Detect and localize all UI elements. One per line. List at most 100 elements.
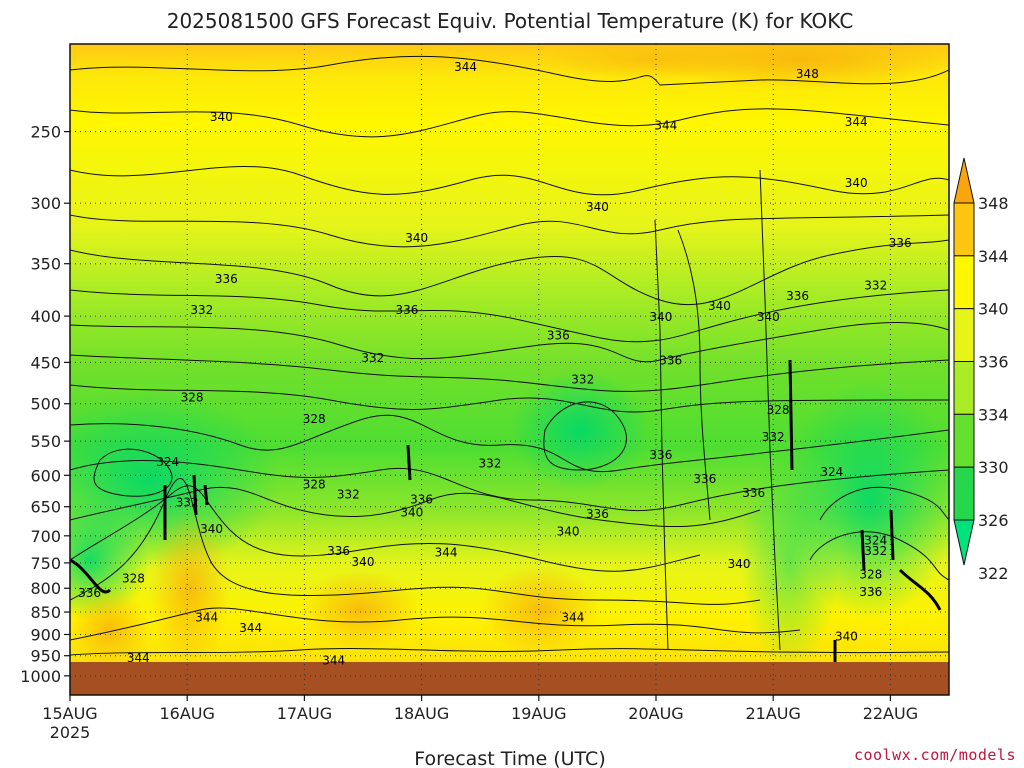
contour-line [70,108,949,138]
contour-line [70,239,949,306]
colorbar-swatch [953,308,975,362]
contour-line [809,531,949,581]
colorbar-bottom-arrow [953,519,975,566]
contour-label: 340 [210,110,233,124]
contour-label: 328 [303,477,326,491]
contour-label: 332 [337,487,360,501]
contour-line [819,486,949,521]
colorbar-label: 344 [978,247,1009,266]
contour-cluster [788,359,794,471]
contour-label: 336 [547,328,570,342]
contour-label: 344 [239,621,262,635]
y-tick-label: 250 [30,123,61,142]
contour-label: 324 [820,465,843,479]
contour-label: 340 [200,522,223,536]
high-thetae-region [540,44,760,80]
contour-label: 328 [181,390,204,404]
colorbar-swatch [953,413,975,468]
contour-label: 340 [728,557,751,571]
contour-label: 336 [649,448,672,462]
contour-line [70,607,801,641]
colorbar-label: 334 [978,405,1009,424]
contour-label: 340 [586,200,609,214]
colorbar-label: 330 [978,458,1009,477]
dense-contour-clusters [70,359,942,662]
below-ground-band [70,662,949,695]
contour-label: 344 [127,651,150,665]
contour-line [70,214,949,248]
contour-label: 336 [659,354,682,368]
contour-label: 332 [762,430,785,444]
low-thetae-region [740,450,840,670]
contour-label: 340 [557,524,580,538]
contour-label: 336 [410,492,433,506]
contour-cluster [898,568,942,611]
contour-label: 344 [435,545,458,559]
contour-cluster [889,509,895,561]
contour-label: 332 [571,372,594,386]
colorbar-label: 336 [978,353,1009,372]
contour-line [70,354,949,392]
x-tick-label: 18AUG [394,704,449,723]
y-tick-label: 600 [30,466,61,485]
contour-label: 344 [845,115,868,129]
contour-line [70,460,949,512]
y-tick-label: 750 [30,554,61,573]
colorbar-swatch [953,361,975,415]
contour-label: 336 [693,472,716,486]
contour-label: 332 [864,279,887,293]
low-thetae-region [510,370,650,490]
y-tick-label: 1000 [20,667,61,686]
contour-label: 328 [767,403,790,417]
contour-line [543,401,627,471]
contour-line [70,485,701,572]
colorbar-swatch [953,202,975,257]
y-tick-label: 800 [30,579,61,598]
chart-title: 2025081500 GFS Forecast Equiv. Potential… [167,9,854,33]
x-tick-label: 22AUG [863,704,918,723]
contour-line [70,289,949,343]
contour-label: 336 [889,236,912,250]
contour-label: 332 [361,351,384,365]
contour-label: 336 [327,544,350,558]
contour-label: 344 [562,611,585,625]
contour-label: 336 [742,486,765,500]
y-tick-label: 950 [30,647,61,666]
contour-lines [70,55,949,656]
x-axis-label: Forecast Time (UTC) [414,748,605,768]
x-tick-label: 19AUG [511,704,566,723]
colorbar-label: 322 [978,564,1009,583]
colorbar-swatch [953,466,975,521]
colorbar: 348 344 340 336 334 330 326 322 [953,157,1009,583]
grid-lines [70,44,949,695]
x-tick-label: 20AUG [628,704,683,723]
contour-label: 344 [322,654,345,668]
plot-area [70,44,949,695]
x-axis: 15AUG 16AUG 17AUG 18AUG 19AUG 20AUG 21AUG 22AUG [42,695,918,723]
x-tick-label: 21AUG [745,704,800,723]
contour-label: 332 [864,544,887,558]
contour-label: 340 [400,506,423,520]
plot-frame [69,43,950,696]
y-tick-label: 500 [30,395,61,414]
colorbar-label: 326 [978,511,1009,530]
contour-label: 340 [757,310,780,324]
contour-label: 332 [176,495,199,509]
contour-label: 340 [835,630,858,644]
high-thetae-region [480,565,600,655]
y-tick-label: 400 [30,307,61,326]
contour-label: 340 [352,555,375,569]
contour-label: 328 [859,567,882,581]
contour-line [654,219,669,651]
contour-label: 340 [649,310,672,324]
contour-label: 344 [454,60,477,74]
y-tick-label: 350 [30,255,61,274]
x-tick-label: 17AUG [277,704,332,723]
contour-line [70,648,949,656]
contour-cluster [192,474,198,516]
contour-label: 340 [708,299,731,313]
x-tick-label: 16AUG [159,704,214,723]
x-year-label: 2025 [50,723,91,742]
credit-text: coolwx.com/models [853,746,1016,764]
